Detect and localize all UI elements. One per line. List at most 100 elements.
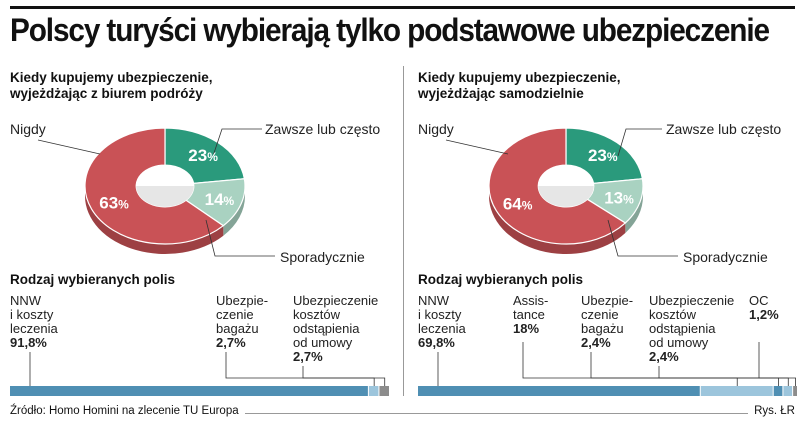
policy-name-line: czenie xyxy=(216,307,254,322)
label-sporadic: Sporadycznie xyxy=(683,249,768,265)
bar-leader xyxy=(522,342,738,386)
policy-name-line: leczenia xyxy=(10,321,58,336)
policy-name-line: Ubezpie- xyxy=(216,293,269,308)
policy-value: 18% xyxy=(513,321,540,336)
label-sporadic: Sporadycznie xyxy=(280,249,365,265)
slice-side-sporadic xyxy=(223,186,245,236)
bar-segment xyxy=(368,386,379,396)
label-always: Zawsze lub często xyxy=(666,121,781,137)
policy-value: 2,7% xyxy=(216,335,246,350)
policy-bar xyxy=(10,352,389,396)
slice-side-never xyxy=(489,186,626,254)
panel-travel-agency: Kiedy kupujemy ubezpieczenie, wyjeżdżają… xyxy=(10,62,400,400)
leader-never xyxy=(445,139,509,155)
policy-name-line: odstąpienia xyxy=(649,321,716,336)
top-rule xyxy=(10,6,795,9)
label-never: Nigdy xyxy=(10,121,46,137)
bar-segment xyxy=(418,386,700,396)
donut-hole-shade xyxy=(136,186,194,207)
donut-chart: Nigdy Zawsze lub często Sporadycznie 23%… xyxy=(10,121,380,265)
donut-hole-shade xyxy=(538,186,594,207)
label-never: Nigdy xyxy=(418,121,454,137)
policy-name-line: kosztów xyxy=(649,307,696,322)
policy-value: 69,8% xyxy=(418,335,455,350)
policy-name-line: bagażu xyxy=(581,321,624,336)
policy-label: OC 1,2% xyxy=(749,294,779,322)
panel-divider xyxy=(403,66,404,396)
label-always: Zawsze lub często xyxy=(265,121,380,137)
policy-name-line: od umowy xyxy=(649,335,709,350)
value-sporadic: 13% xyxy=(604,189,634,208)
value-always: 23% xyxy=(188,146,218,165)
value-never: 63% xyxy=(99,193,129,212)
policy-name-line: leczenia xyxy=(418,321,466,336)
leader-always xyxy=(212,128,262,157)
policy-name-line: bagażu xyxy=(216,321,259,336)
bar-leader xyxy=(758,342,796,386)
subtitle-line-1: Kiedy kupujemy ubezpieczenie, xyxy=(418,70,621,85)
panel-subtitle: Kiedy kupujemy ubezpieczenie, wyjeżdżają… xyxy=(10,70,310,102)
bar-segment xyxy=(773,386,783,396)
policy-value: 91,8% xyxy=(10,335,47,350)
policy-name-line: tance xyxy=(513,307,545,322)
panel-independent: Kiedy kupujemy ubezpieczenie, wyjeżdżają… xyxy=(418,62,805,400)
value-always: 23% xyxy=(588,146,618,165)
policy-name-line: czenie xyxy=(581,307,619,322)
policy-name-line: i koszty xyxy=(10,307,54,322)
bar-segment xyxy=(700,386,773,396)
panel-subtitle: Kiedy kupujemy ubezpieczenie, wyjeżdżają… xyxy=(418,70,718,102)
leader-never xyxy=(37,139,101,155)
slice-side-sporadic xyxy=(625,186,643,233)
bar-leader xyxy=(590,352,779,386)
donut-chart: Nigdy Zawsze lub często Sporadycznie 23%… xyxy=(418,121,781,265)
policy-name-line: Assis- xyxy=(513,293,549,308)
leader-always xyxy=(617,128,662,157)
footer-rule xyxy=(10,413,795,414)
donut-slices xyxy=(488,127,644,254)
policy-name-line: Ubezpieczenie xyxy=(293,293,379,308)
policy-name-line: Ubezpieczenie xyxy=(649,293,735,308)
bar-segment xyxy=(783,386,793,396)
policy-label: Ubezpieczenie kosztów odstąpienia od umowy 2… xyxy=(649,294,734,364)
policy-name-line: NNW xyxy=(10,293,42,308)
policy-bar xyxy=(418,342,797,396)
slice-always xyxy=(565,127,644,185)
value-sporadic: 14% xyxy=(205,190,235,209)
policy-label: Ubezpieczenie kosztów odstąpienia od umowy 2… xyxy=(293,294,378,364)
policy-value: 2,7% xyxy=(293,349,323,364)
policy-name-line: kosztów xyxy=(293,307,340,322)
slice-always xyxy=(164,127,246,185)
leader-sporadic xyxy=(607,219,678,257)
policy-name-line: NNW xyxy=(418,293,450,308)
policy-name-line: i koszty xyxy=(418,307,462,322)
policy-label: NNW i koszty leczenia 91,8% xyxy=(10,294,58,350)
bar-segment xyxy=(379,386,389,396)
subtitle-line-2: wyjeżdżając z biurem podróży xyxy=(10,86,203,101)
source-note: Źródło: Homo Homini na zlecenie TU Europ… xyxy=(10,405,245,417)
bar-leader xyxy=(658,366,789,386)
policy-name-line: OC xyxy=(749,293,769,308)
policy-label: Ubezpie-czenie bagażu 2,4% xyxy=(581,294,633,350)
donut-slices xyxy=(84,127,246,255)
chart-title: Polscy turyści wybierają tylko podstawow… xyxy=(10,12,770,48)
leader-lines xyxy=(37,128,275,257)
policy-value: 2,4% xyxy=(649,349,679,364)
policy-value: 2,4% xyxy=(581,335,611,350)
subtitle-line-1: Kiedy kupujemy ubezpieczenie, xyxy=(10,70,213,85)
policy-label: Assis-tance 18% xyxy=(513,294,548,336)
leader-lines xyxy=(445,128,678,257)
subtitle-line-2: wyjeżdżając samodzielnie xyxy=(418,86,584,101)
policy-label: NNW i koszty leczenia 69,8% xyxy=(418,294,466,350)
credit-note: Rys. ŁR xyxy=(748,405,795,417)
policies-title: Rodzaj wybieranych polis xyxy=(418,272,584,287)
bar-segment xyxy=(10,386,368,396)
policy-value: 1,2% xyxy=(749,307,779,322)
leader-sporadic xyxy=(205,219,275,257)
slice-side-never xyxy=(85,186,224,255)
value-never: 64% xyxy=(503,195,533,214)
bar-leader xyxy=(302,366,386,386)
policy-label: Ubezpie-czenie bagażu 2,7% xyxy=(216,294,268,350)
policy-name-line: Ubezpie- xyxy=(581,293,634,308)
policy-name-line: odstąpienia xyxy=(293,321,360,336)
policies-title: Rodzaj wybieranych polis xyxy=(10,272,176,287)
